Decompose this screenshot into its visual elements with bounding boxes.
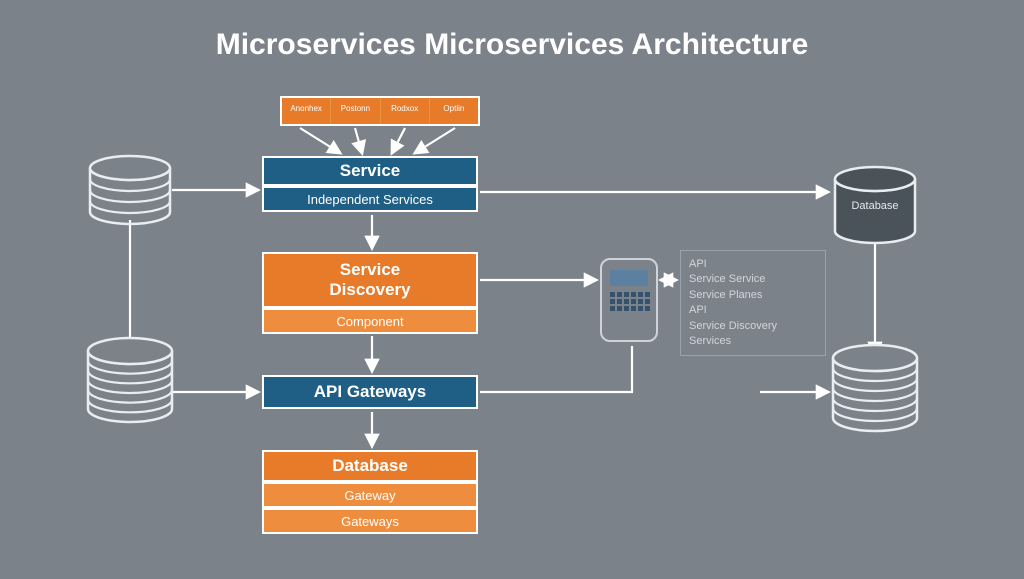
legend-line-2: Service Planes [689,288,817,303]
diagram-title: Microservices Microservices Architecture [0,28,1024,62]
edge-14 [392,128,405,153]
top-tab-2: Rodxox [381,98,430,124]
legend-line-4: Service Discovery [689,319,817,334]
node-independent: Independent Services [262,186,478,212]
legend-line-1: Service Service [689,272,817,287]
node-component: Component [262,308,478,334]
edge-10 [480,346,632,392]
node-gateway_s: Gateway [262,482,478,508]
diagram-edges: Database [0,0,1024,579]
node-service: Service [262,156,478,186]
legend-line-3: API [689,303,817,318]
edge-13 [355,128,362,153]
cylinder-bot_left [88,338,172,422]
node-database: Database [262,450,478,482]
calculator-icon [600,258,658,342]
edge-15 [415,128,455,153]
legend-box: APIService ServiceService PlanesAPIServi… [680,250,826,356]
legend-line-5: Services [689,334,817,349]
legend-line-0: API [689,257,817,272]
top-tab-0: Anonhex [282,98,331,124]
cylinder-top_left [90,156,170,224]
edge-12 [300,128,340,153]
node-api_gw: API Gateways [262,375,478,409]
node-discovery: ServiceDiscovery [262,252,478,308]
top-tab-3: Optiin [430,98,478,124]
cylinder-top_right: Database [835,167,915,243]
node-gateways_s: Gateways [262,508,478,534]
top-tab-row: AnonhexPostonnRodxoxOptiin [280,96,480,126]
cylinder-bot_right [833,345,917,431]
top-tab-1: Postonn [331,98,380,124]
svg-text:Database: Database [851,200,898,212]
